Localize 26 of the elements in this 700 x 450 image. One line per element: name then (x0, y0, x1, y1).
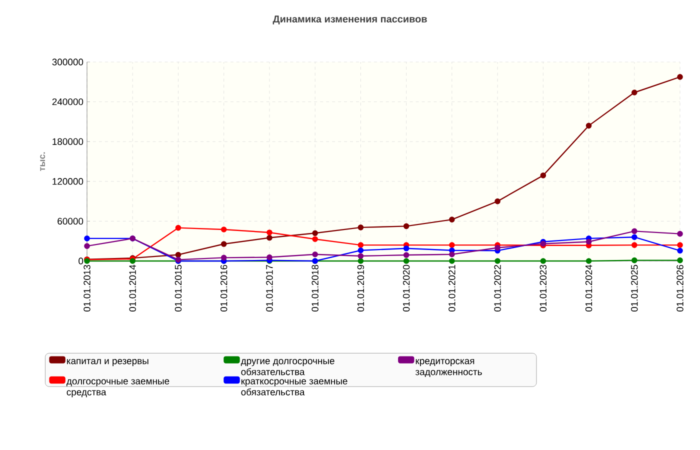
x-tick-label: 01.01.2014 (129, 264, 136, 312)
legend-label: долгосрочные заемные средства (66, 379, 170, 398)
x-tick-label: 01.01.2026 (676, 264, 684, 312)
y-tick-label: 180000 (52, 138, 84, 145)
x-tick-label: 01.01.2020 (402, 264, 410, 312)
y-axis-title: тыс. (40, 152, 46, 172)
x-tick-label: 01.01.2015 (174, 264, 182, 312)
legend-label: краткосрочные заемные обязательства (241, 379, 348, 396)
y-tick-label: 60000 (58, 218, 84, 225)
y-tick-label: 120000 (52, 178, 84, 185)
x-tick-label: 01.01.2024 (585, 264, 592, 312)
y-tick-label: 0 (78, 258, 84, 264)
x-tick-label: 01.01.2017 (266, 264, 273, 312)
x-tick-label: 01.01.2023 (540, 264, 547, 312)
x-tick-label: 01.01.2021 (448, 264, 456, 312)
x-tick-label: 01.01.2018 (312, 264, 318, 312)
x-tick-label: 01.01.2016 (220, 264, 228, 312)
legend-label: кредиторская задолженность (415, 359, 482, 377)
y-tick-label: 240000 (52, 98, 84, 106)
legend-label: капитал и резервы (67, 359, 148, 366)
x-tick-label: 01.01.2022 (494, 264, 501, 312)
chart-title: Динамика изменения пассивов (272, 16, 427, 24)
x-tick-label: 01.01.2019 (357, 264, 364, 312)
x-tick-label: 01.01.2013 (84, 264, 90, 312)
y-tick-label: 300000 (52, 58, 84, 66)
x-tick-label: 01.01.2025 (631, 264, 638, 312)
